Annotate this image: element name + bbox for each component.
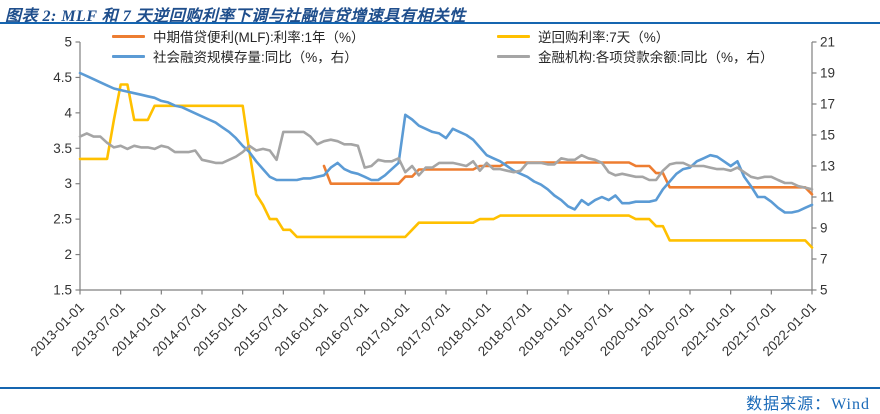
right-axis-tick-label: 21 [820, 35, 835, 50]
loans-line-marker-icon [497, 54, 530, 58]
left-axis-tick-label: 4.5 [53, 70, 72, 85]
left-axis-tick-label: 1.5 [53, 283, 72, 298]
legend-item-social-financing: 社会融资规模存量:同比（%，右） [112, 47, 358, 65]
legend-label: 金融机构:各项贷款余额:同比（%，右） [538, 50, 774, 65]
chart-title: 图表 2: MLF 和 7 天逆回购利率下调与社融信贷增速具有相关性 [5, 8, 466, 25]
right-axis-tick-label: 17 [820, 97, 835, 112]
mlf-line-marker-icon [112, 34, 145, 38]
right-axis-tick-label: 15 [820, 128, 835, 143]
legend-item-loan-balance: 金融机构:各项贷款余额:同比（%，右） [497, 47, 774, 65]
legend-label: 社会融资规模存量:同比（%，右） [153, 50, 358, 65]
left-axis-tick-label: 3 [64, 176, 72, 191]
right-axis-tick-label: 9 [820, 221, 828, 236]
left-axis-tick-label: 4 [64, 105, 72, 120]
left-axis-tick-label: 5 [64, 35, 72, 50]
legend-item-reverse-repo-rate: 逆回购利率:7天（%） [497, 27, 669, 45]
right-axis-tick-label: 19 [820, 66, 835, 81]
reverse-repo-line [78, 83, 814, 249]
title-divider [0, 22, 880, 24]
legend-label: 逆回购利率:7天（%） [538, 30, 670, 45]
left-axis-tick-label: 2 [64, 247, 72, 262]
right-axis-tick-label: 13 [820, 159, 835, 174]
chart-legend: 中期借贷便利(MLF):利率:1年（%） 逆回购利率:7天（%） 社会融资规模存… [0, 26, 880, 66]
footer-divider [0, 387, 880, 389]
repo-line-marker-icon [497, 34, 530, 38]
tsf-line-marker-icon [112, 54, 145, 58]
left-axis-tick-label: 2.5 [53, 212, 72, 227]
social-financing-line [78, 71, 814, 214]
mlf-rate-line [322, 161, 814, 196]
data-source: 数据来源：Wind [746, 396, 870, 413]
loan-balance-line [78, 130, 814, 191]
legend-item-mlf-rate: 中期借贷便利(MLF):利率:1年（%） [112, 27, 365, 45]
right-axis-tick-label: 5 [820, 283, 828, 298]
legend-label: 中期借贷便利(MLF):利率:1年（%） [153, 30, 365, 45]
right-axis-tick-label: 11 [820, 190, 834, 205]
left-axis-tick-label: 3.5 [53, 141, 72, 156]
right-axis-tick-label: 7 [820, 252, 828, 267]
